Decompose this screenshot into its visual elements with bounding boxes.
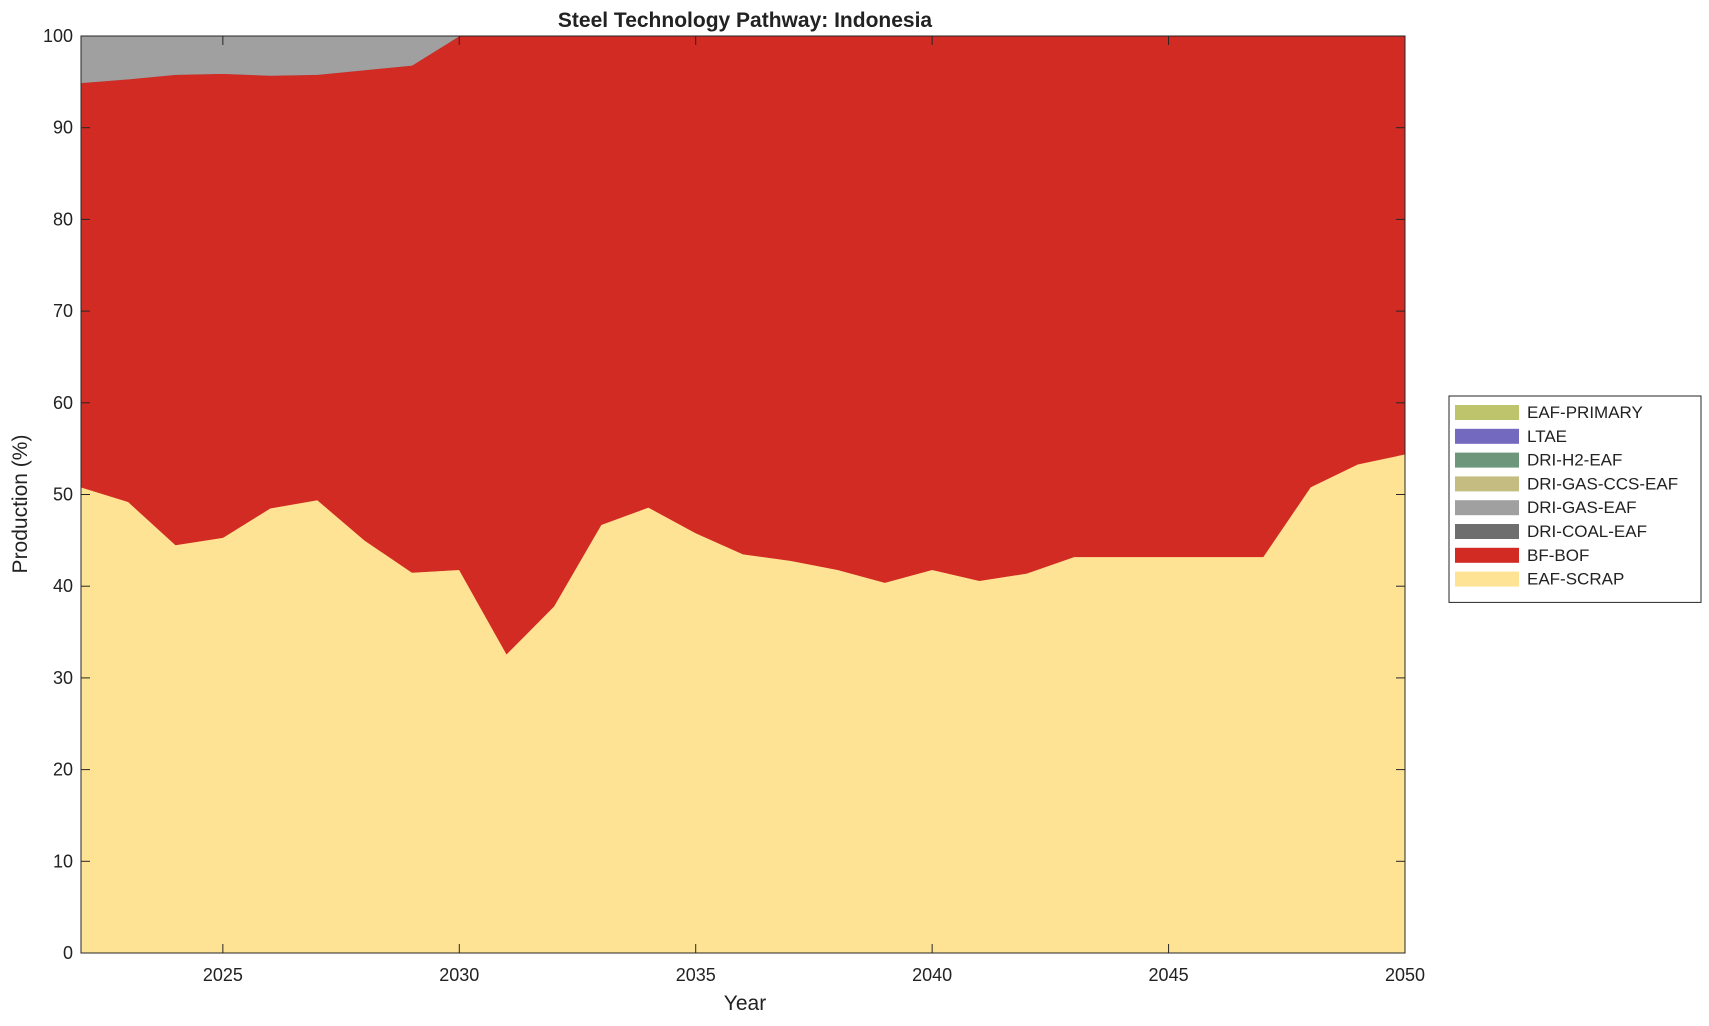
legend-swatch-ltae bbox=[1455, 428, 1519, 444]
legend-label-eaf-primary: EAF-PRIMARY bbox=[1527, 403, 1643, 422]
x-tick-label: 2035 bbox=[676, 965, 716, 985]
y-axis-title: Production (%) bbox=[9, 435, 32, 574]
y-tick-label: 50 bbox=[53, 485, 73, 505]
legend-label-eaf-scrap: EAF-SCRAP bbox=[1527, 570, 1624, 589]
legend: EAF-PRIMARY LTAE DRI-H2-EAF DRI-GAS-CCS-EAF… bbox=[1448, 395, 1702, 603]
y-tick-label: 40 bbox=[53, 576, 73, 596]
x-tick-label: 2025 bbox=[203, 965, 243, 985]
legend-swatch-dri-coal-eaf bbox=[1455, 524, 1519, 539]
legend-label-dri-gas-ccs-eaf: DRI-GAS-CCS-EAF bbox=[1527, 474, 1678, 493]
legend-label-dri-coal-eaf: DRI-COAL-EAF bbox=[1527, 522, 1647, 541]
legend-label-ltae: LTAE bbox=[1527, 427, 1567, 446]
y-tick-label: 80 bbox=[53, 209, 73, 229]
legend-swatch-bf-bof bbox=[1455, 547, 1519, 563]
x-tick-label: 2030 bbox=[439, 965, 479, 985]
legend-swatch-eaf-primary bbox=[1455, 405, 1519, 420]
legend-swatch-eaf-scrap bbox=[1455, 571, 1519, 587]
legend-label-bf-bof: BF-BOF bbox=[1527, 546, 1589, 565]
area-series-group bbox=[80, 35, 1406, 954]
y-tick-label: 90 bbox=[53, 118, 73, 138]
chart-title: Steel Technology Pathway: Indonesia bbox=[558, 9, 933, 32]
y-tick-label: 70 bbox=[53, 301, 73, 321]
x-tick-label: 2050 bbox=[1385, 965, 1425, 985]
legend-swatch-dri-h2-eaf bbox=[1455, 452, 1519, 468]
y-tick-label: 20 bbox=[53, 760, 73, 780]
x-axis-title: Year bbox=[724, 992, 766, 1015]
y-tick-label: 100 bbox=[43, 26, 73, 46]
legend-label-dri-gas-eaf: DRI-GAS-EAF bbox=[1527, 498, 1637, 517]
y-tick-label: 30 bbox=[53, 668, 73, 688]
y-tick-label: 10 bbox=[53, 851, 73, 871]
legend-swatch-dri-gas-eaf bbox=[1455, 500, 1519, 516]
y-tick-label: 0 bbox=[63, 943, 73, 963]
x-tick-label: 2040 bbox=[912, 965, 952, 985]
y-tick-label: 60 bbox=[53, 393, 73, 413]
x-tick-label: 2045 bbox=[1149, 965, 1189, 985]
legend-label-dri-h2-eaf: DRI-H2-EAF bbox=[1527, 451, 1622, 470]
legend-swatch-dri-gas-ccs-eaf bbox=[1455, 476, 1519, 492]
